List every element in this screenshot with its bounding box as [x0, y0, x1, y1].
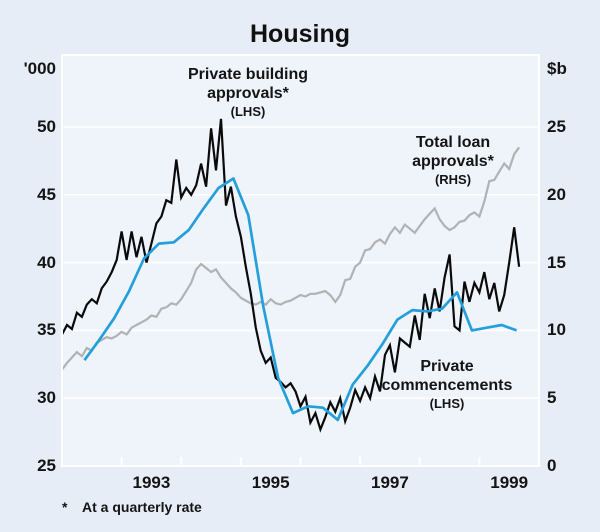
annotation-line: commencements — [381, 377, 513, 394]
annotation-line: Private building — [187, 66, 308, 83]
footnote-text: At a quarterly rate — [82, 499, 202, 515]
axis-tick-label: 0 — [547, 456, 557, 475]
annotation-axis-ref: (RHS) — [434, 172, 472, 187]
axis-tick-label: 25 — [547, 117, 566, 136]
annotation-line: Private — [420, 358, 474, 375]
annotation-axis-ref: (LHS) — [230, 104, 266, 119]
annotation-line: Total loan — [415, 134, 491, 151]
axis-tick-label: 1993 — [132, 473, 171, 492]
axis-tick-label: 10 — [547, 320, 566, 340]
axis-tick-label: 1997 — [371, 473, 409, 492]
axis-tick-label: 50 — [37, 117, 56, 136]
axis-tick-label: 20 — [547, 184, 566, 204]
axis-tick-label: 1999 — [490, 473, 529, 492]
annotation-loan-approvals: Total loan approvals* (RHS) — [363, 133, 543, 188]
axis-tick-label: 30 — [37, 388, 56, 408]
axis-tick-label: 40 — [37, 252, 56, 272]
left-axis-unit: '000 — [23, 59, 56, 78]
annotation-line: approvals* — [207, 85, 289, 102]
axis-tick-label: 1995 — [251, 473, 290, 492]
chart-title: Housing — [250, 20, 350, 48]
annotation-building-approvals: Private building approvals* (LHS) — [138, 65, 358, 120]
right-axis-unit: $b — [547, 59, 567, 78]
axis-tick-label: 5 — [547, 388, 557, 408]
annotation-line: approvals* — [412, 153, 494, 170]
axis-tick-label: 35 — [37, 320, 56, 340]
axis-tick-label: 25 — [37, 456, 56, 475]
axis-tick-label: 15 — [547, 252, 566, 272]
annotation-commencements: Private commencements (LHS) — [342, 357, 552, 412]
footnote-marker: * — [62, 499, 68, 515]
footnote: * At a quarterly rate — [62, 499, 482, 515]
axis-tick-label: 45 — [37, 184, 56, 204]
annotation-axis-ref: (LHS) — [429, 396, 465, 411]
